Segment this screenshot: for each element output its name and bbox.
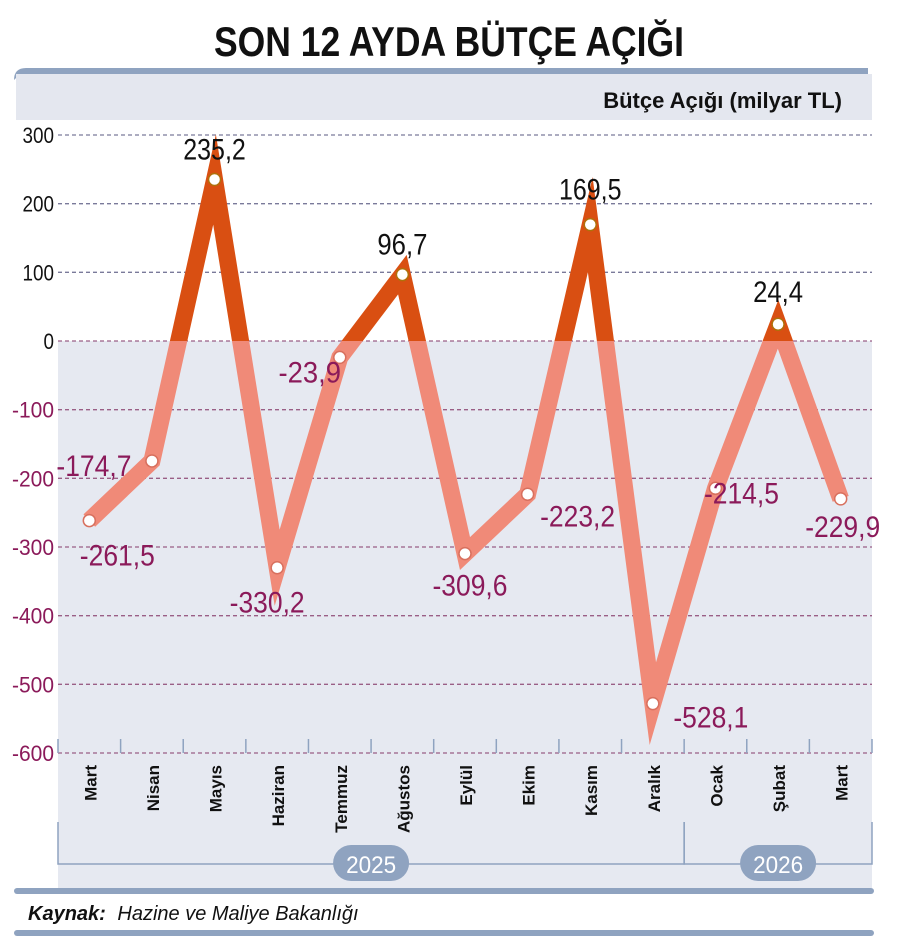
x-category-label: Kasım xyxy=(582,765,601,816)
x-category-label: Mart xyxy=(81,765,100,801)
chart-title: SON 12 AYDA BÜTÇE AÇIĞI xyxy=(214,18,684,65)
data-point xyxy=(646,696,660,711)
y-tick-label: 200 xyxy=(23,192,55,217)
header-bar xyxy=(16,74,872,120)
x-category-label: Ağustos xyxy=(394,765,413,833)
year-badge xyxy=(333,845,410,881)
data-label: 235,2 xyxy=(183,133,246,166)
y-tick-label: -100 xyxy=(12,398,54,423)
year-label: 2026 xyxy=(753,852,803,879)
data-label: -214,5 xyxy=(704,477,779,510)
x-category-label: Nisan xyxy=(144,765,163,811)
source-bottom-rule xyxy=(14,930,874,936)
data-label: -528,1 xyxy=(673,702,748,735)
data-point xyxy=(458,546,472,561)
data-label: -229,9 xyxy=(805,511,880,544)
data-point xyxy=(771,317,785,331)
y-tick-label: -500 xyxy=(12,672,54,697)
x-category-label: Mart xyxy=(833,765,852,801)
year-badge xyxy=(740,845,817,881)
data-point xyxy=(583,217,597,232)
y-axis-title: Bütçe Açığı (milyar TL) xyxy=(603,88,842,113)
data-label: -174,7 xyxy=(56,450,131,483)
data-label: -330,2 xyxy=(230,587,305,620)
x-category-label: Şubat xyxy=(770,765,789,813)
source-line: Kaynak: Hazine ve Maliye Bakanlığı xyxy=(28,903,359,925)
data-point xyxy=(82,513,97,528)
data-label: -261,5 xyxy=(80,540,155,573)
y-tick-label: 100 xyxy=(23,260,55,285)
data-label: -23,9 xyxy=(279,356,342,389)
y-tick-label: 0 xyxy=(44,329,55,354)
y-tick-label: -300 xyxy=(12,535,54,560)
data-point xyxy=(395,267,410,282)
y-tick-label: 300 xyxy=(23,123,55,148)
data-point xyxy=(207,172,222,187)
data-point xyxy=(520,487,535,502)
data-label: -223,2 xyxy=(540,500,615,533)
x-category-label: Aralık xyxy=(645,764,664,812)
year-label: 2025 xyxy=(346,852,396,879)
data-label: -309,6 xyxy=(433,570,508,603)
source-top-rule xyxy=(14,888,874,894)
data-point xyxy=(833,492,848,506)
data-point xyxy=(708,481,723,496)
x-category-label: Mayıs xyxy=(207,765,226,812)
data-label: 96,7 xyxy=(377,229,427,262)
data-label: 24,4 xyxy=(753,276,803,309)
source-label: Kaynak: xyxy=(28,903,106,925)
y-tick-label: -200 xyxy=(12,466,54,491)
source-text: Hazine ve Maliye Bakanlığı xyxy=(117,903,358,925)
data-point xyxy=(145,454,159,468)
y-tick-label: -400 xyxy=(12,604,54,629)
x-category-label: Eylül xyxy=(457,765,476,806)
y-tick-label: -600 xyxy=(12,741,54,766)
x-category-label: Temmuz xyxy=(332,765,351,833)
data-point xyxy=(270,560,284,575)
data-point xyxy=(333,350,347,365)
x-category-label: Ocak xyxy=(707,764,726,806)
x-category-label: Ekim xyxy=(520,765,539,806)
data-label: 169,5 xyxy=(559,174,622,207)
x-category-label: Haziran xyxy=(269,765,288,826)
